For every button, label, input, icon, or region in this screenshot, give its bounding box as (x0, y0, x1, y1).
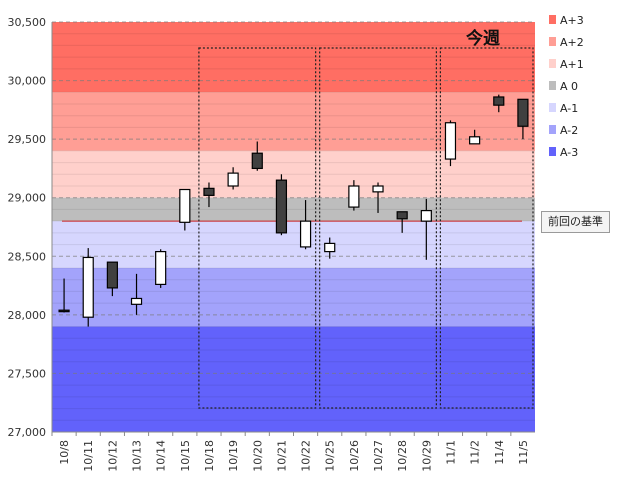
candle-body (324, 242, 336, 253)
candle-body (251, 152, 263, 170)
candle-body (299, 220, 312, 248)
candle-body (348, 185, 360, 208)
candle-body (58, 309, 70, 313)
y-tick-label: 27,000 (8, 426, 47, 439)
legend-swatch (549, 15, 556, 24)
band-a1 (52, 221, 535, 268)
candle-body (106, 261, 118, 289)
x-tick-label: 10/27 (372, 440, 385, 472)
x-tick-label: 10/18 (203, 440, 216, 472)
legend-label: A+1 (560, 58, 584, 71)
x-tick-label: 11/2 (469, 440, 482, 465)
y-tick-label: 30,000 (8, 75, 47, 88)
candle-body (372, 185, 384, 193)
legend-label: A-1 (560, 102, 578, 115)
legend-label: A-2 (560, 124, 578, 137)
legend-swatch (549, 125, 556, 134)
y-tick-label: 28,000 (8, 309, 47, 322)
candle-body (517, 98, 529, 127)
x-tick-label: 10/8 (58, 440, 71, 465)
candle-body (130, 297, 143, 305)
week-box (319, 47, 437, 409)
legend-swatch (549, 81, 556, 90)
candle-body (444, 122, 457, 160)
x-tick-label: 10/28 (396, 440, 409, 472)
x-tick-label: 10/26 (348, 440, 361, 472)
legend: A+3 A+2 A+1 A 0 A-1 A-2 A-3 (549, 14, 584, 159)
candle-body (203, 187, 215, 196)
band-a0 (52, 197, 535, 222)
axis-layer: 27,000 27,500 28,000 28,500 29,000 29,500 30,0… (8, 16, 535, 472)
y-tick-label: 28,500 (8, 250, 47, 263)
x-tick-label: 11/1 (444, 440, 457, 465)
candle-body (420, 210, 432, 222)
legend-label: A-3 (560, 146, 578, 159)
candle-body (179, 188, 191, 223)
x-tick-label: 10/12 (106, 440, 119, 472)
current-week-label: 今週 (466, 28, 500, 49)
candle-body (469, 136, 481, 145)
legend-swatch (549, 37, 556, 46)
x-tick-label: 10/25 (324, 440, 337, 472)
candle-body (396, 211, 408, 220)
x-tick-label: 10/15 (179, 440, 192, 472)
band-layer (52, 22, 535, 432)
y-tick-label: 30,500 (8, 16, 47, 29)
band-a2 (52, 268, 535, 327)
candle-body (227, 172, 239, 187)
x-tick-label: 10/21 (275, 440, 288, 472)
candle-body (82, 256, 94, 318)
candle-body (275, 179, 288, 234)
band-a2 (52, 92, 535, 151)
baseline-label: 前回の基準 (541, 211, 610, 233)
x-tick-label: 10/14 (155, 440, 168, 472)
legend-label: A+2 (560, 36, 584, 49)
band-a3 (52, 326, 535, 432)
legend-label: A 0 (560, 80, 578, 93)
x-tick-label: 10/19 (227, 440, 240, 472)
y-tick-label: 29,500 (8, 133, 47, 146)
legend-swatch (549, 147, 556, 156)
legend-swatch (549, 103, 556, 112)
x-tick-label: 11/5 (517, 440, 530, 465)
candles-layer (58, 94, 529, 327)
candle-body (155, 251, 167, 286)
x-tick-label: 10/29 (420, 440, 433, 472)
y-tick-label: 29,000 (8, 192, 47, 205)
x-tick-label: 10/20 (251, 440, 264, 472)
x-tick-label: 10/11 (82, 440, 95, 472)
candle-body (493, 96, 505, 106)
week-boxes-layer (198, 47, 534, 409)
x-tick-label: 10/13 (131, 440, 144, 472)
x-tick-label: 11/4 (493, 440, 506, 465)
week-box (198, 47, 317, 409)
week-box (439, 47, 534, 409)
legend-label: A+3 (560, 14, 584, 27)
x-tick-label: 10/22 (300, 440, 313, 472)
y-tick-label: 27,500 (8, 367, 47, 380)
legend-swatch (549, 59, 556, 68)
